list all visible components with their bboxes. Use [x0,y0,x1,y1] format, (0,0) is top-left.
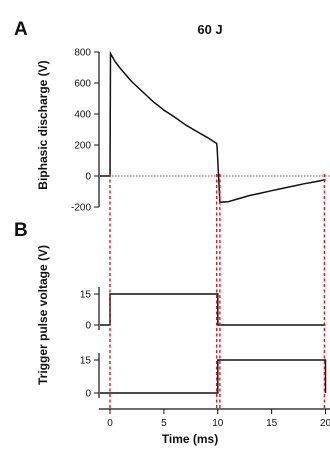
panel-b-y-axis-label: Trigger pulse voltage (V) [36,245,50,385]
x-tick-label: 0 [107,418,113,429]
panel-b-y-tick-label: 15 [80,356,92,367]
panel-a-y-tick-label: 600 [74,79,91,90]
x-axis-label: Time (ms) [162,432,218,446]
panel-b-ticks: 0 15 0 15 0 5 10 15 20 [80,290,330,430]
panel-b-y-tick-label: 0 [85,321,91,332]
trigger-pulse-trace-2 [100,359,327,394]
trigger-pulse-trace-1 [100,293,326,326]
panel-b-axes [98,287,330,410]
panel-b-plot-area [100,293,327,394]
x-tick-label: 15 [266,418,278,429]
x-tick-label: 20 [320,418,330,429]
panel-a-y-tick-label: 400 [74,110,91,121]
panel-b-y-tick-label: 15 [80,290,92,301]
panel-b-y-tick-label: 0 [85,389,91,400]
panel-a-y-tick-label: -200 [71,203,91,214]
x-tick-label: 10 [212,418,224,429]
panel-a-y-axis-label: Biphasic discharge (V) [36,60,50,189]
time-guide-lines [109,174,326,409]
x-tick-label: 5 [161,418,167,429]
panel-a-y-tick-label: 200 [74,141,91,152]
panel-a-y-tick-label: 0 [85,172,91,183]
panel-a-y-ticks: -200 0 200 400 600 800 [71,48,99,214]
panel-b-label: B [14,220,28,241]
biphasic-discharge-trace [100,50,326,204]
panel-a-plot-area [100,50,330,204]
panel-a-y-tick-label: 800 [74,48,91,59]
chart-title: 60 J [197,22,222,37]
panel-a-label: A [14,19,28,40]
